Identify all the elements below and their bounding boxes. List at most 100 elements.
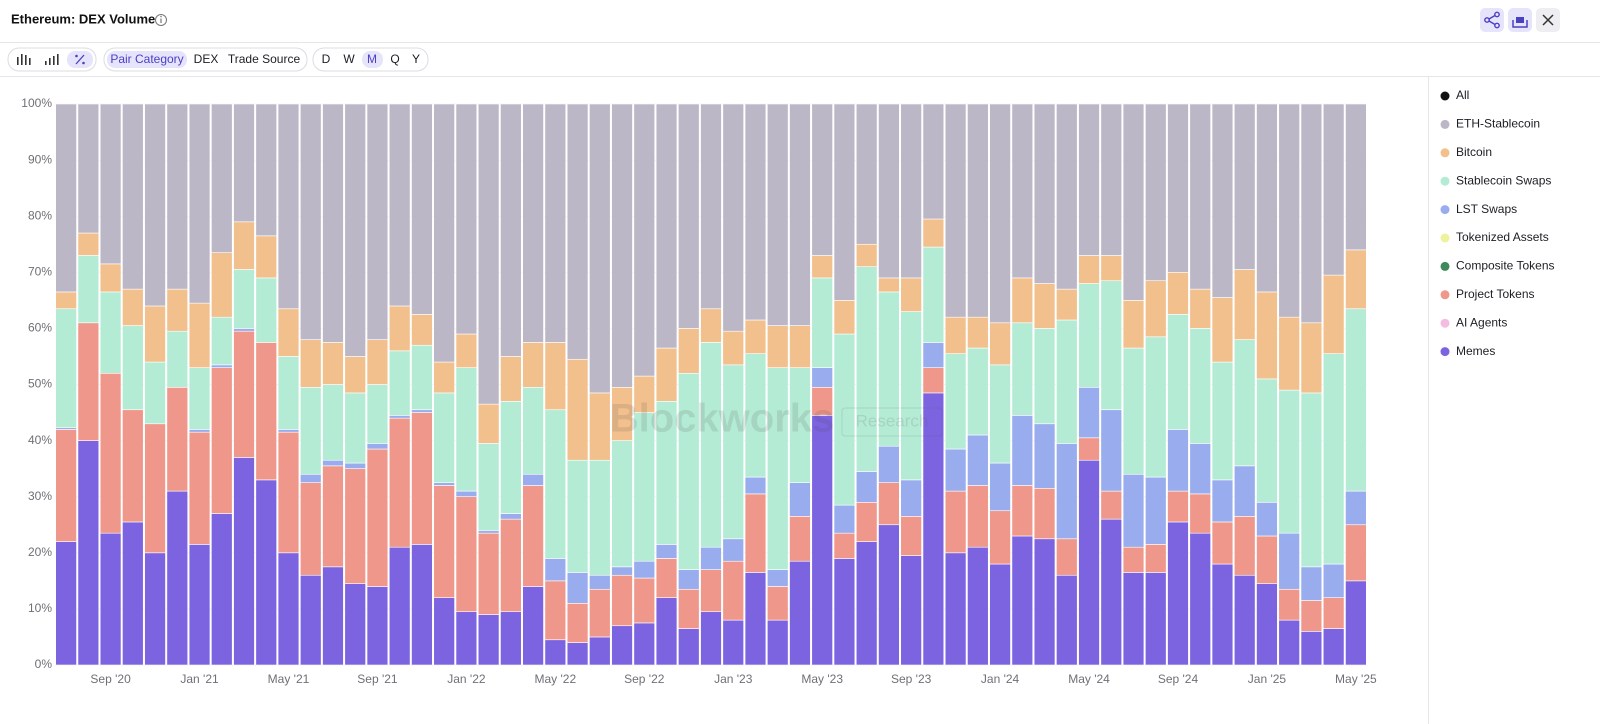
- x-tick-label: May '21: [268, 672, 310, 686]
- share-button[interactable]: [1480, 8, 1504, 32]
- period-option[interactable]: Y: [412, 52, 420, 66]
- bar-segment: [344, 583, 366, 666]
- bar-segment: [166, 288, 189, 332]
- bar-segment: [344, 103, 366, 357]
- bar-segment: [322, 342, 344, 385]
- bar-segment: [322, 459, 344, 467]
- bar-segment: [922, 246, 945, 343]
- bar-segment: [1189, 103, 1211, 290]
- bar-segment: [255, 103, 277, 237]
- legend: All ETH-Stablecoin Bitcoin Stablecoin Swaps…: [1440, 88, 1555, 358]
- grouping-option[interactable]: Pair Category: [110, 52, 183, 66]
- bar-segment: [388, 305, 411, 352]
- legend-swatch: [1440, 233, 1450, 243]
- y-tick-label: 70%: [28, 264, 52, 278]
- bar-segment: [1345, 249, 1367, 310]
- bar-segment: [144, 305, 166, 363]
- bar-segment: [744, 572, 767, 666]
- bar-segment: [722, 619, 744, 666]
- legend-label[interactable]: Composite Tokens: [1456, 259, 1555, 273]
- legend-swatch: [1440, 176, 1450, 186]
- bar-segment: [655, 544, 678, 559]
- watermark-text: Blockworks: [610, 397, 835, 441]
- bar-segment: [1145, 572, 1167, 666]
- legend-label[interactable]: Tokenized Assets: [1456, 230, 1549, 244]
- bar-segment: [477, 614, 500, 666]
- x-tick-label: Sep '22: [624, 672, 665, 686]
- bar-segment: [1256, 378, 1278, 503]
- close-button[interactable]: [1536, 8, 1560, 32]
- legend-label[interactable]: Project Tokens: [1456, 287, 1535, 301]
- y-tick-label: 20%: [28, 545, 52, 559]
- bar-segment: [655, 597, 678, 666]
- bar-segment: [1322, 274, 1345, 354]
- bar-segment: [922, 103, 945, 220]
- legend-label[interactable]: AI Agents: [1456, 315, 1507, 329]
- grouping-option[interactable]: DEX: [194, 52, 219, 66]
- bar-segment: [1167, 429, 1189, 492]
- bar-segment: [1300, 322, 1323, 394]
- bar-segment: [300, 574, 322, 666]
- legend-label[interactable]: Stablecoin Swaps: [1456, 173, 1551, 187]
- bar-segment: [144, 103, 166, 307]
- legend-label[interactable]: ETH-Stablecoin: [1456, 117, 1540, 131]
- grouping-option[interactable]: Trade Source: [228, 52, 301, 66]
- bar-segment: [544, 558, 567, 582]
- bar-segment: [99, 532, 122, 666]
- bar-segment: [77, 255, 100, 324]
- bar-segment: [989, 462, 1011, 512]
- bar-segment: [1078, 255, 1100, 284]
- period-option[interactable]: M: [367, 52, 377, 66]
- bar-segment: [944, 103, 967, 318]
- bar-segment: [455, 103, 478, 335]
- bar-segment: [522, 485, 544, 587]
- legend-label[interactable]: LST Swaps: [1456, 202, 1517, 216]
- bar-segment: [500, 103, 522, 357]
- bar-segment: [188, 302, 211, 368]
- bar-segment: [411, 103, 433, 315]
- bar-segment: [144, 361, 166, 425]
- bar-segment: [944, 448, 967, 492]
- bar-segment: [611, 625, 633, 666]
- bar-segment: [922, 367, 945, 394]
- bar-segment: [744, 103, 767, 321]
- legend-label[interactable]: Memes: [1456, 344, 1495, 358]
- period-option[interactable]: D: [322, 52, 331, 66]
- legend-label[interactable]: Bitcoin: [1456, 145, 1492, 159]
- bar-segment: [900, 479, 922, 517]
- bar-segment: [300, 339, 322, 388]
- bar-segment: [1167, 490, 1189, 523]
- bar-segment: [967, 485, 989, 548]
- legend-swatch: [1440, 205, 1450, 215]
- bar-segment: [922, 392, 945, 666]
- watermark-text: Research: [856, 411, 929, 430]
- bar-segment: [1278, 588, 1300, 621]
- bar-segment: [522, 473, 544, 486]
- legend-label[interactable]: All: [1456, 88, 1469, 102]
- bar-segment: [433, 485, 455, 598]
- bar-segment: [455, 496, 478, 613]
- download-button[interactable]: [1508, 8, 1532, 32]
- bar-segment: [878, 482, 900, 526]
- info-icon[interactable]: [155, 14, 167, 26]
- bar-segment: [300, 103, 322, 340]
- period-option[interactable]: Q: [390, 52, 399, 66]
- period-option[interactable]: W: [343, 52, 355, 66]
- bar-segment: [1300, 103, 1323, 324]
- bar-segment: [277, 103, 300, 310]
- bar-segment: [900, 555, 922, 666]
- bar-segment: [1211, 361, 1234, 481]
- bar-segment: [1011, 277, 1034, 324]
- bar-segment: [789, 482, 811, 517]
- bar-segment: [878, 277, 900, 293]
- bar-segment: [166, 387, 189, 492]
- bar-segment: [1122, 473, 1145, 548]
- chart-type-toggle[interactable]: [7, 47, 97, 72]
- bar-segment: [188, 429, 211, 433]
- bar-segment: [1233, 269, 1256, 340]
- bar-segment: [344, 468, 366, 584]
- bar-segment: [855, 103, 878, 245]
- bar-segment: [766, 586, 789, 621]
- y-tick-label: 100%: [21, 96, 52, 110]
- bar-segment: [1100, 490, 1122, 520]
